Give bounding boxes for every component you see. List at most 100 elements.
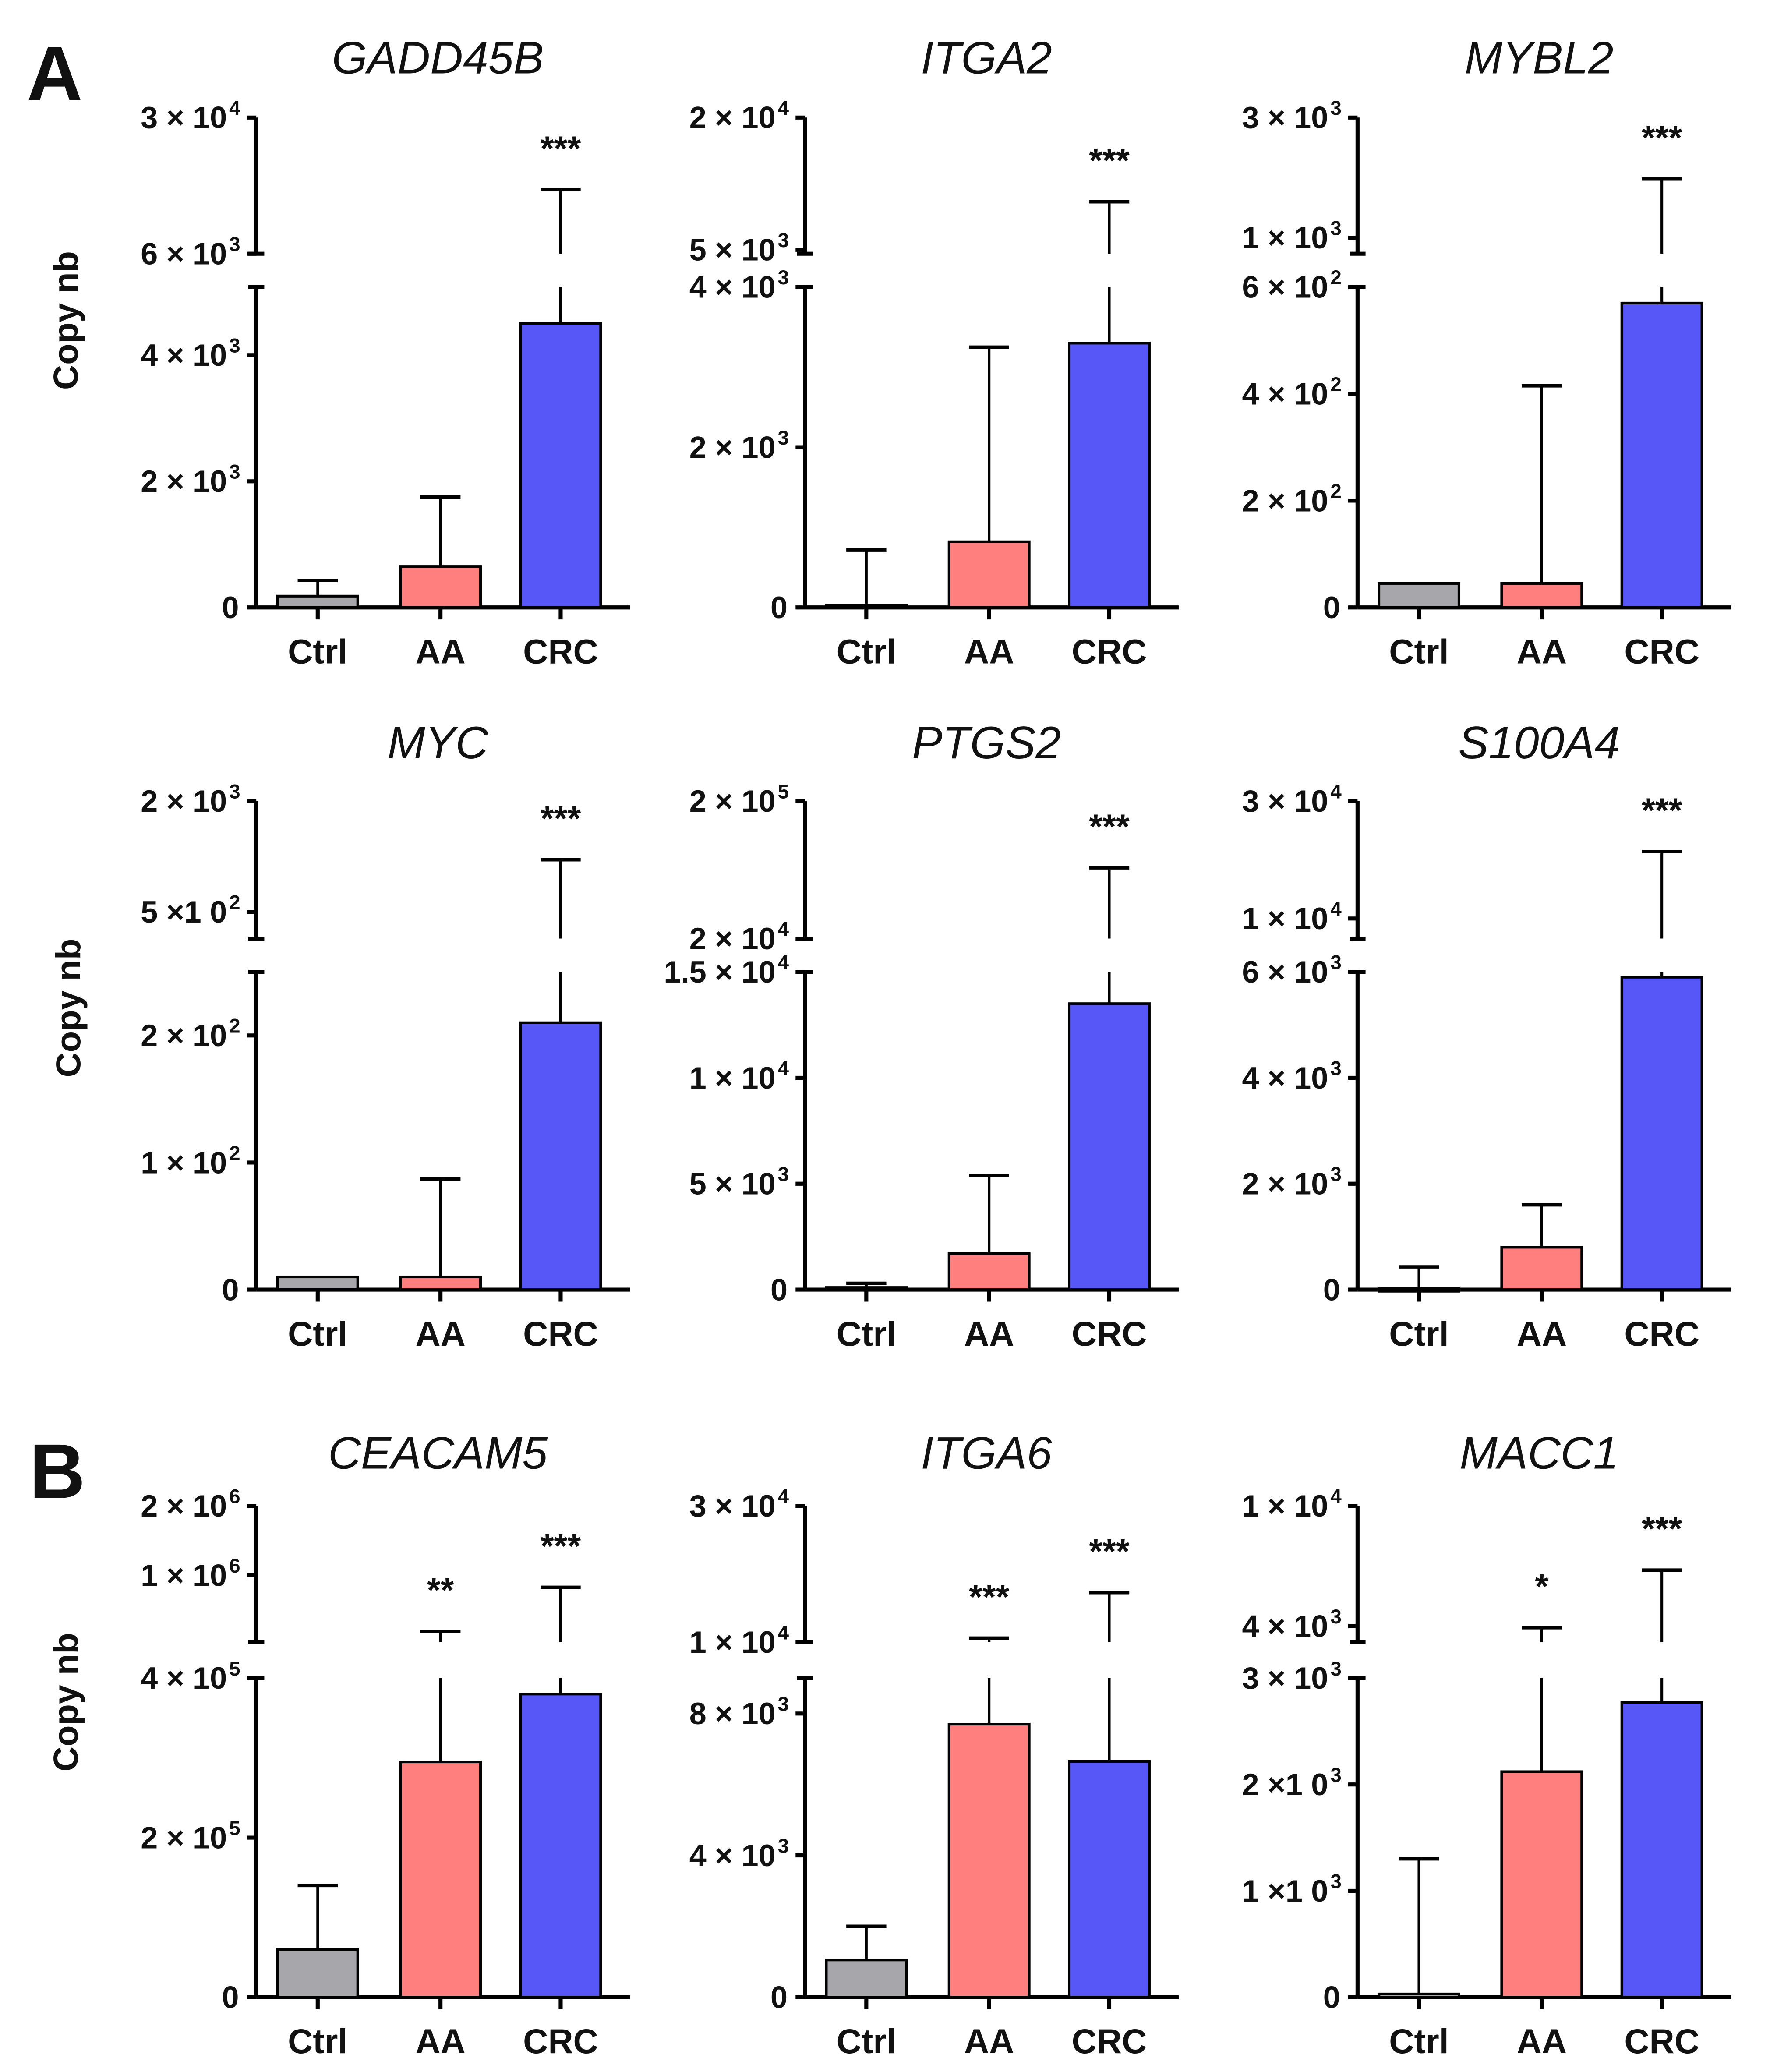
bar-aa bbox=[1500, 582, 1583, 609]
x-tick-label: Ctrl bbox=[837, 2022, 896, 2061]
y-tick-exponent: 3 bbox=[1330, 1057, 1341, 1079]
y-tick-label: 0 bbox=[770, 590, 788, 625]
bar-ctrl bbox=[825, 604, 908, 609]
y-axis-label-row1: Copy nb bbox=[46, 251, 85, 390]
y-tick-label: 3 × 10 bbox=[1242, 101, 1328, 135]
significance-stars: *** bbox=[1642, 118, 1682, 157]
bar-crc bbox=[1620, 1701, 1703, 1999]
y-axis-label-row2: Copy nb bbox=[49, 939, 88, 1078]
y-tick-label: 1 × 10 bbox=[1242, 1489, 1328, 1523]
x-tick-label: AA bbox=[415, 632, 465, 671]
x-tick-label: Ctrl bbox=[288, 632, 347, 671]
y-tick-label: 6 × 10 bbox=[1242, 955, 1328, 989]
x-tick-label: CRC bbox=[1624, 632, 1699, 671]
y-tick-label: 4 × 10 bbox=[1242, 1061, 1328, 1095]
y-tick-exponent: 4 bbox=[778, 1485, 789, 1508]
panel-label-a: A bbox=[27, 31, 83, 117]
y-axis-label-row3: Copy nb bbox=[46, 1633, 85, 1771]
y-tick-exponent: 4 bbox=[778, 97, 789, 119]
y-tick-label: 0 bbox=[1323, 1273, 1340, 1307]
panel-label-b: B bbox=[29, 1428, 85, 1514]
x-tick-label: AA bbox=[1517, 2022, 1567, 2061]
y-tick-label: 5 × 10 bbox=[689, 233, 776, 267]
y-tick-label: 4 × 10 bbox=[141, 1661, 227, 1695]
y-tick-exponent: 4 bbox=[778, 951, 789, 974]
bar-ctrl bbox=[1378, 1992, 1460, 1999]
y-tick-exponent: 2 bbox=[229, 1142, 240, 1164]
x-tick-label: AA bbox=[415, 1314, 465, 1353]
y-tick-label: 0 bbox=[1323, 1980, 1340, 2015]
y-tick-label: 0 bbox=[770, 1980, 788, 2015]
y-tick-label: 4 × 10 bbox=[689, 270, 776, 304]
chart-title: MACC1 bbox=[1459, 1427, 1618, 1478]
y-tick-exponent: 2 bbox=[1330, 373, 1341, 396]
y-tick-label: 2 × 10 bbox=[141, 1821, 227, 1855]
significance-stars: *** bbox=[541, 799, 581, 838]
bar-ctrl bbox=[1378, 582, 1460, 609]
y-tick-label: 1 × 10 bbox=[1242, 902, 1328, 936]
y-tick-exponent: 3 bbox=[1330, 1658, 1341, 1680]
x-tick-label: AA bbox=[1517, 1314, 1567, 1353]
y-tick-exponent: 4 bbox=[1330, 898, 1342, 920]
y-tick-label: 1 × 10 bbox=[689, 1061, 776, 1095]
chart-title: ITGA2 bbox=[921, 32, 1052, 83]
bar-ctrl bbox=[825, 1959, 908, 1999]
y-tick-label: 2 × 10 bbox=[141, 464, 227, 499]
y-tick-exponent: 2 bbox=[229, 891, 240, 913]
y-tick-exponent: 3 bbox=[229, 233, 240, 255]
y-tick-label: 1 × 10 bbox=[141, 1146, 227, 1180]
y-tick-exponent: 3 bbox=[1330, 1870, 1341, 1892]
x-tick-label: CRC bbox=[523, 1314, 598, 1353]
y-tick-exponent: 2 bbox=[1330, 266, 1341, 289]
x-tick-label: CRC bbox=[523, 2022, 598, 2061]
y-tick-exponent: 3 bbox=[1330, 1163, 1341, 1185]
significance-stars: *** bbox=[1089, 141, 1130, 180]
y-tick-exponent: 6 bbox=[229, 1485, 240, 1508]
x-tick-label: AA bbox=[964, 2022, 1014, 2061]
y-tick-exponent: 3 bbox=[778, 427, 789, 449]
x-tick-label: CRC bbox=[1624, 1314, 1699, 1353]
significance-stars: *** bbox=[541, 1526, 581, 1565]
y-tick-exponent: 4 bbox=[778, 1621, 789, 1644]
y-tick-exponent: 3 bbox=[1330, 97, 1341, 119]
y-tick-exponent: 5 bbox=[778, 781, 789, 803]
y-tick-exponent: 3 bbox=[778, 229, 789, 251]
bar-aa bbox=[1500, 1246, 1583, 1291]
x-tick-label: AA bbox=[415, 2022, 465, 2061]
significance-stars: ** bbox=[427, 1570, 454, 1609]
bar-ctrl bbox=[276, 1275, 359, 1291]
significance-stars: *** bbox=[1642, 791, 1682, 830]
y-tick-label: 3 × 10 bbox=[1242, 1661, 1328, 1695]
x-tick-label: CRC bbox=[523, 632, 598, 671]
y-tick-label: 5 ×1 0 bbox=[141, 895, 227, 929]
chart-title: ITGA6 bbox=[921, 1427, 1052, 1478]
bar-aa bbox=[399, 1275, 482, 1291]
bar-ctrl bbox=[276, 594, 359, 609]
y-tick-exponent: 3 bbox=[229, 781, 240, 803]
y-tick-label: 2 × 10 bbox=[1242, 484, 1328, 518]
y-tick-exponent: 4 bbox=[1330, 781, 1342, 803]
y-tick-exponent: 3 bbox=[778, 266, 789, 289]
y-tick-exponent: 3 bbox=[1330, 217, 1341, 240]
chart-title: GADD45B bbox=[332, 32, 544, 83]
significance-stars: *** bbox=[541, 129, 581, 168]
y-tick-label: 2 ×1 0 bbox=[1242, 1768, 1328, 1802]
bar-crc bbox=[1068, 1002, 1151, 1291]
chart-title: CEACAM5 bbox=[328, 1427, 548, 1478]
bar-crc bbox=[519, 1021, 602, 1291]
x-tick-label: CRC bbox=[1072, 632, 1147, 671]
bar-crc bbox=[1068, 1760, 1151, 1999]
y-tick-label: 6 × 10 bbox=[1242, 270, 1328, 304]
y-tick-exponent: 3 bbox=[1330, 951, 1341, 974]
bar-aa bbox=[1500, 1770, 1583, 1999]
y-tick-label: 3 × 10 bbox=[1242, 784, 1328, 818]
y-tick-exponent: 3 bbox=[778, 1163, 789, 1185]
bar-crc bbox=[1620, 301, 1703, 609]
